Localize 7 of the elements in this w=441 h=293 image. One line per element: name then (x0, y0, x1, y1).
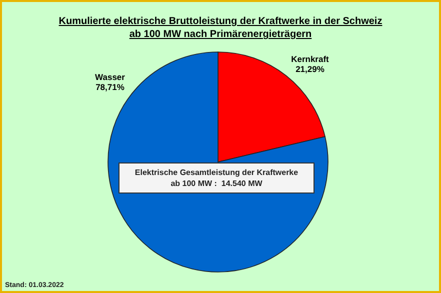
chart-title: Kumulierte elektrische Bruttoleistung der Kraftwerke in der Schweiz (58, 16, 382, 27)
slice-label: Kernkraft (291, 54, 330, 64)
text: Elektrische Gesamtleistung der Kraftwerke ab 100 MW : 14.540 MW (134, 168, 299, 188)
slice-label: Wasser (95, 72, 126, 82)
chart-subtitle: ab 100 MW nach Primärenergieträgern (129, 29, 312, 40)
data-label: 78,71% (96, 82, 125, 92)
data-label: 21,29% (296, 64, 325, 74)
